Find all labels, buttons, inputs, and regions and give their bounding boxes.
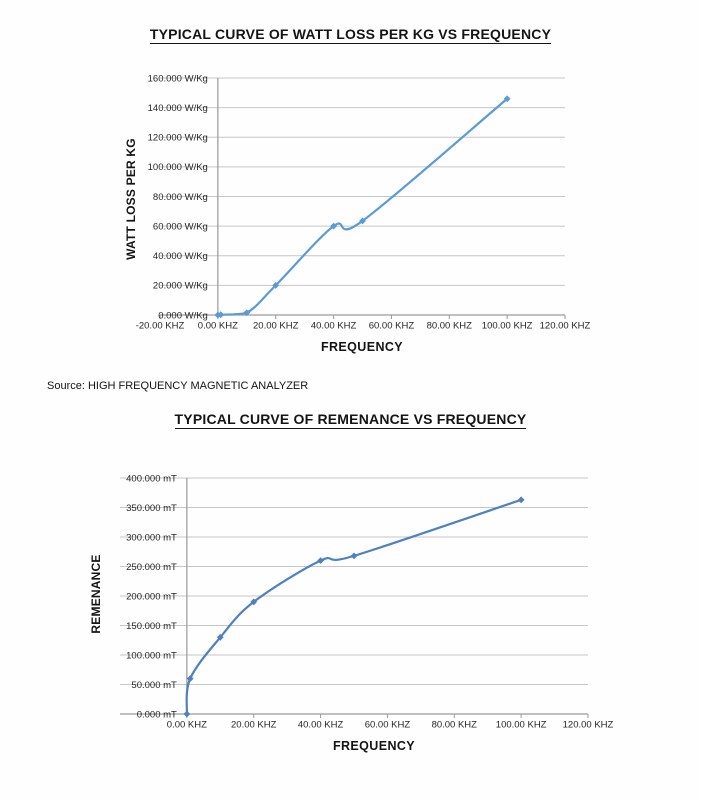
x-tick-label: 40.00 KHZ <box>311 321 357 332</box>
chart-1-x-axis-title: FREQUENCY <box>320 340 404 354</box>
x-tick-label: 80.00 KHZ <box>427 321 473 332</box>
x-tick-label: 0.00 KHZ <box>167 720 207 731</box>
data-point-marker <box>186 675 194 682</box>
source-note: Source: HIGH FREQUENCY MAGNETIC ANALYZER <box>47 380 309 392</box>
y-tick-label: 100.000 mT <box>126 650 177 661</box>
data-point-marker <box>272 281 280 289</box>
data-point-marker <box>359 217 366 225</box>
x-tick-label: 20.00 KHZ <box>231 720 277 731</box>
x-tick-label: 100.00 KHZ <box>482 321 533 332</box>
series-line <box>185 498 523 716</box>
x-tick-label: 80.00 KHZ <box>432 720 478 731</box>
x-tick-label: 60.00 KHZ <box>365 720 411 731</box>
y-tick-label: 40.000 W/Kg <box>153 251 208 262</box>
x-tick-label: 40.00 KHZ <box>298 720 344 731</box>
remenance-chart: 0.000 mT 50.000 mT 100.000 mT 150.000 mT 200… <box>120 473 614 731</box>
watt-loss-chart: 0.000 W/Kg 20.000 W/Kg 40.000 W/Kg 60.000 W… <box>136 73 591 332</box>
y-tick-label: 400.000 mT <box>126 473 177 484</box>
y-tick-label: 60.000 W/Kg <box>153 221 208 232</box>
y-tick-label: 0.000 mT <box>137 709 177 720</box>
data-point-marker <box>243 309 251 317</box>
y-tick-label: 160.000 W/Kg <box>148 73 208 84</box>
y-tick-label: 20.000 W/Kg <box>153 281 208 292</box>
chart-2-title-text: TYPICAL CURVE OF REMENANCE VS FREQUENCY <box>174 411 527 429</box>
data-point-marker <box>517 496 525 504</box>
chart-2-x-axis-title: FREQUENCY <box>332 739 416 753</box>
chart-1-title-text: TYPICAL CURVE OF WATT LOSS PER KG VS FRE… <box>149 26 552 44</box>
y-tick-label: 80.000 W/Kg <box>153 192 208 203</box>
y-tick-label: 350.000 mT <box>126 503 177 514</box>
data-point-marker <box>503 95 511 103</box>
data-point-marker <box>250 598 258 606</box>
x-tick-label: 100.00 KHZ <box>496 720 547 731</box>
y-tick-label: 140.000 W/Kg <box>148 103 208 114</box>
data-point-marker <box>183 710 191 718</box>
chart-2-title: TYPICAL CURVE OF REMENANCE VS FREQUENCY <box>0 411 701 429</box>
series-line <box>216 97 509 317</box>
y-tick-label: 200.000 mT <box>126 591 177 602</box>
x-tick-label: -20.00 KHZ <box>136 321 185 332</box>
y-tick-label: 150.000 mT <box>126 621 177 632</box>
y-tick-label: 100.000 W/Kg <box>148 162 208 173</box>
y-tick-label: 0.000 W/Kg <box>158 310 208 321</box>
data-point-marker <box>216 633 224 641</box>
y-tick-label: 120.000 W/Kg <box>148 133 208 144</box>
x-tick-label: 20.00 KHZ <box>253 321 299 332</box>
x-tick-label: 0.00 KHZ <box>198 321 238 332</box>
y-tick-label: 50.000 mT <box>131 680 177 691</box>
data-point-marker <box>330 222 337 230</box>
x-tick-label: 60.00 KHZ <box>369 321 415 332</box>
data-point-marker <box>317 557 324 564</box>
y-tick-label: 250.000 mT <box>126 562 177 573</box>
chart-1-title: TYPICAL CURVE OF WATT LOSS PER KG VS FRE… <box>0 26 701 44</box>
data-point-marker <box>217 311 225 319</box>
y-tick-label: 300.000 mT <box>126 532 177 543</box>
data-point-marker <box>350 552 358 560</box>
x-tick-label: 120.00 KHZ <box>540 321 591 332</box>
x-tick-label: 120.00 KHZ <box>563 720 614 731</box>
